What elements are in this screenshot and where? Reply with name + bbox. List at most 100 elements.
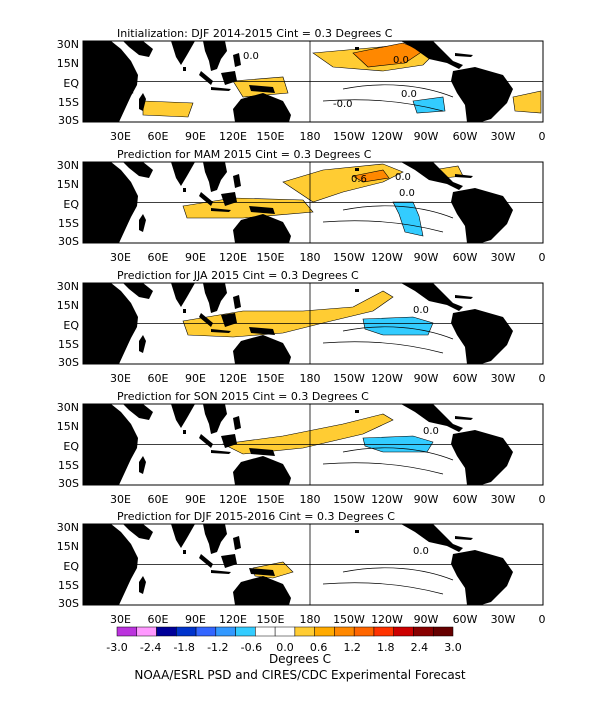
longitude-label: 60E [148,130,169,143]
latitude-label: 30N [57,280,79,293]
colorbar-swatch [393,626,414,637]
panel-title: Prediction for JJA 2015 Cint = 0.3 Degre… [117,269,359,282]
longitude-label: 180 [300,372,321,385]
colorbar-swatch [432,626,454,637]
longitude-label: 90W [414,130,439,143]
colorbar-swatch [215,626,236,637]
longitude-label: 30W [491,130,516,143]
contour-label: -0.0 [333,99,353,110]
longitude-label: 60W [453,251,478,264]
map-frame [82,282,544,365]
longitude-label: 150E [257,613,285,626]
colorbar-swatch [136,626,157,637]
latitude-label: 15N [57,57,79,70]
latitude-label: 15S [58,459,79,472]
latitude-label: 30S [58,114,79,127]
longitude-label: 150E [257,251,285,264]
contour-label: 0.0 [413,546,429,557]
longitude-label: 0 [539,372,546,385]
latitude-label: 30N [57,38,79,51]
contour-label: 0.0 [399,188,415,199]
colorbar-swatch [195,626,217,637]
map-panel: Prediction for DJF 2015-2016 Cint = 0.3 … [57,510,546,626]
latitude-label: EQ [63,440,79,453]
contour-label: 0.0 [395,172,411,183]
contour-line [342,567,454,581]
colorbar-tick-label: -2.4 [140,641,161,654]
latitude-label: 15S [58,96,79,109]
latitude-label: EQ [63,77,79,90]
cold-anomaly-region [412,96,446,114]
longitude-label: 90E [185,613,206,626]
latitude-label: 15N [57,178,79,191]
colorbar-swatch [255,626,276,637]
longitude-label: 120E [219,372,247,385]
colorbar-tick-label: 1.2 [343,641,361,654]
latitude-label: 30N [57,521,79,534]
latitude-label: 30S [58,477,79,490]
longitude-label: 180 [300,251,321,264]
latitude-label: 15S [58,217,79,230]
longitude-label: 60W [453,372,478,385]
footer-credit: NOAA/ESRL PSD and CIRES/CDC Experimental… [134,668,466,682]
contour-line [322,582,444,595]
longitude-label: 60W [453,130,478,143]
longitude-label: 150W [333,493,365,506]
colorbar-tick-label: 0.6 [310,641,328,654]
longitude-label: 120W [371,130,403,143]
panel-title: Prediction for SON 2015 Cint = 0.3 Degre… [117,390,369,403]
latitude-label: EQ [63,198,79,211]
contour-label: 0.0 [243,51,259,62]
map-frame [82,40,544,123]
contour-line [342,447,454,461]
longitude-label: 60E [148,251,169,264]
map-frame [82,161,544,244]
longitude-label: 90W [414,493,439,506]
contour-line [322,341,444,354]
colorbar-swatch [334,626,355,637]
longitude-label: 150E [257,372,285,385]
contour-label: 0.0 [401,89,417,100]
longitude-label: 30E [110,613,131,626]
colorbar-swatch [413,626,434,637]
longitude-label: 30W [491,372,516,385]
latitude-label: 15N [57,420,79,433]
longitude-label: 0 [539,613,546,626]
longitude-label: 30E [110,251,131,264]
longitude-label: 150E [257,130,285,143]
longitude-label: 90W [414,613,439,626]
colorbar-tick-label: -3.0 [106,641,127,654]
latitude-label: 30N [57,159,79,172]
longitude-label: 120W [371,493,403,506]
longitude-label: 120E [219,493,247,506]
colorbar-swatch [314,626,335,637]
warm-anomaly-region [512,90,542,114]
latitude-label: 15S [58,579,79,592]
warm-anomaly-region [142,100,194,118]
longitude-label: 150E [257,493,285,506]
latitude-label: 15S [58,338,79,351]
latitude-label: 15N [57,540,79,553]
panel-title: Initialization: DJF 2014-2015 Cint = 0.3… [117,27,393,40]
longitude-label: 60E [148,372,169,385]
latitude-label: 30S [58,597,79,610]
longitude-label: 30E [110,372,131,385]
colorbar-tick-label: 0.0 [276,641,294,654]
colorbar-swatch [235,626,256,637]
longitude-label: 90E [185,251,206,264]
longitude-label: 90W [414,372,439,385]
contour-line [322,220,444,233]
colorbar-tick-label: -0.6 [241,641,262,654]
latitude-label: 30N [57,401,79,414]
longitude-label: 30W [491,613,516,626]
longitude-label: 30W [491,493,516,506]
colorbar-swatch [156,626,177,637]
colorbar-tick-label: -1.2 [207,641,228,654]
longitude-label: 60E [148,613,169,626]
contour-line [342,84,454,98]
longitude-label: 180 [300,130,321,143]
contour-line [322,99,444,112]
longitude-label: 60W [453,613,478,626]
longitude-label: 90E [185,493,206,506]
